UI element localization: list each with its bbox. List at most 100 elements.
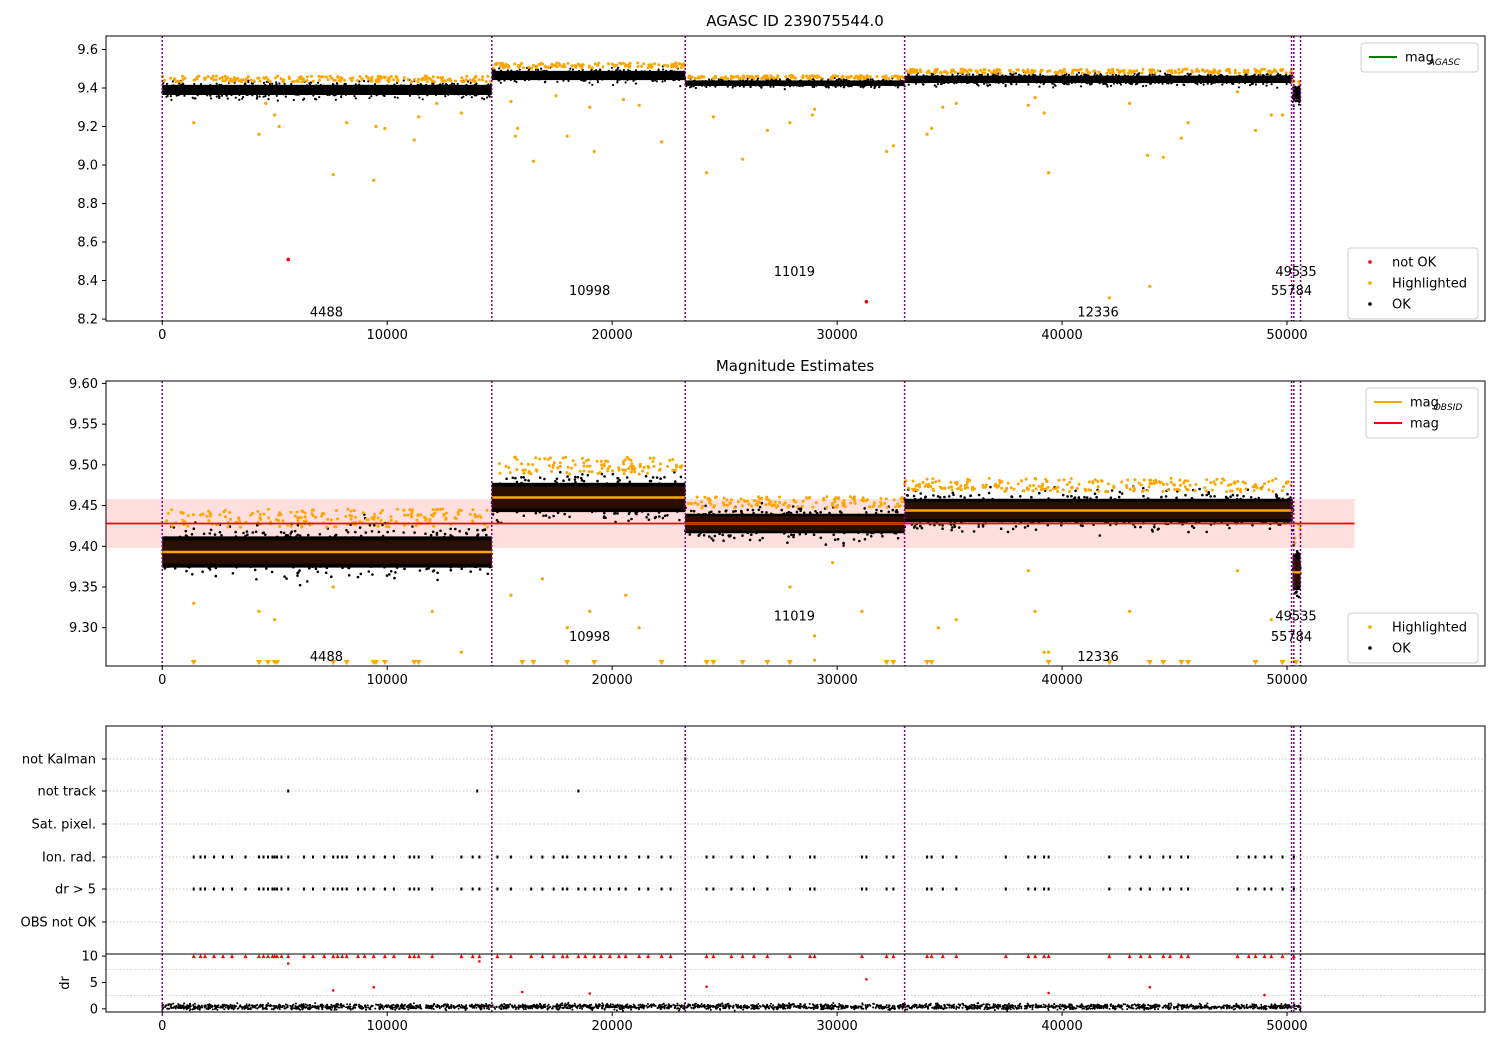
highlighted-point [606, 62, 610, 66]
highlighted-point [343, 78, 346, 82]
ok-point [293, 529, 297, 533]
highlighted-point [592, 149, 596, 154]
highlighted-point [371, 515, 375, 519]
ok-point [1282, 79, 1285, 82]
highlighted-point [808, 74, 812, 78]
ok-point [831, 82, 834, 85]
ok-point [1059, 80, 1062, 83]
ok-point [340, 89, 343, 92]
highlighted-point [1012, 70, 1015, 74]
highlighted-point [748, 75, 752, 79]
highlighted-point [310, 74, 314, 78]
ok-point [765, 511, 768, 514]
ok-point [1148, 75, 1151, 78]
ok-point [798, 84, 801, 87]
ok-point [605, 76, 608, 79]
ok-point [314, 567, 318, 570]
highlighted-point [520, 61, 524, 65]
ok-point [1132, 75, 1135, 78]
highlighted-point [182, 519, 186, 523]
ok-point [1264, 77, 1267, 80]
highlighted-point [165, 519, 169, 523]
ok-point [395, 87, 398, 90]
ok-point [318, 96, 321, 99]
ok-point [553, 76, 556, 79]
ok-point [191, 87, 194, 90]
ok-point [1251, 78, 1254, 81]
ok-point [581, 76, 584, 79]
ok-point [381, 534, 385, 538]
ok-point [863, 537, 867, 541]
ok-point [714, 85, 717, 88]
ok-point [946, 81, 949, 84]
ok-point [214, 566, 218, 570]
ok-point [1172, 80, 1175, 83]
highlighted-point [637, 472, 641, 476]
highlighted-point [547, 464, 551, 468]
ok-point [792, 84, 795, 87]
ok-point [282, 531, 286, 535]
x-tick-label: 40000 [1041, 328, 1082, 343]
ok-point [755, 80, 758, 83]
ok-point [475, 82, 478, 85]
ok-point [544, 80, 547, 83]
ok-point [658, 515, 661, 518]
ok-point [957, 79, 961, 82]
highlighted-point [975, 70, 979, 74]
ok-point [308, 567, 311, 570]
highlighted-point [296, 519, 300, 523]
highlighted-point [891, 144, 896, 148]
highlighted-point [630, 462, 634, 466]
highlighted-point [209, 76, 213, 80]
highlighted-point [599, 459, 603, 463]
ok-point [582, 79, 585, 82]
highlighted-point [693, 76, 697, 80]
ok-points-core [904, 75, 1293, 84]
highlighted-point [355, 79, 359, 82]
highlighted-point [431, 508, 435, 512]
ok-point [244, 83, 247, 86]
ok-point [807, 83, 810, 86]
highlighted-point [1156, 69, 1160, 73]
ok-point [1248, 77, 1251, 80]
ok-point [994, 76, 998, 79]
ok-point [651, 79, 654, 82]
ok-point [1086, 81, 1090, 84]
ok-point [215, 95, 218, 98]
ok-point [661, 80, 664, 83]
ok-point [448, 92, 451, 95]
ok-point [576, 475, 580, 479]
ok-point [425, 87, 428, 90]
ok-point [457, 565, 461, 568]
highlighted-point [516, 126, 520, 130]
ok-point [951, 78, 955, 81]
ok-point [775, 83, 778, 86]
ok-point [456, 86, 459, 89]
ok-point [1129, 82, 1132, 85]
ok-point [476, 91, 479, 94]
obsid-label: 4488 [310, 305, 343, 320]
ok-point [460, 96, 463, 99]
ok-point [366, 538, 369, 541]
highlighted-point [256, 76, 260, 80]
ok-point [695, 83, 698, 86]
ok-point [375, 94, 378, 97]
ok-point [988, 83, 992, 86]
ok-point [761, 84, 764, 87]
ok-point [243, 90, 246, 93]
highlighted-point [329, 518, 333, 522]
ok-point [1206, 82, 1209, 85]
ok-point [819, 83, 823, 86]
highlighted-point [833, 74, 837, 78]
highlighted-point [311, 79, 315, 83]
ok-point [298, 569, 301, 572]
x-tick-label: 0 [158, 328, 166, 343]
ok-point [828, 511, 831, 515]
ok-point [169, 95, 172, 98]
ok-point [366, 92, 369, 95]
ok-point [1249, 84, 1252, 87]
ok-point [751, 83, 755, 86]
ok-point [329, 91, 332, 94]
highlighted-point [810, 113, 815, 117]
ok-point [986, 84, 990, 87]
